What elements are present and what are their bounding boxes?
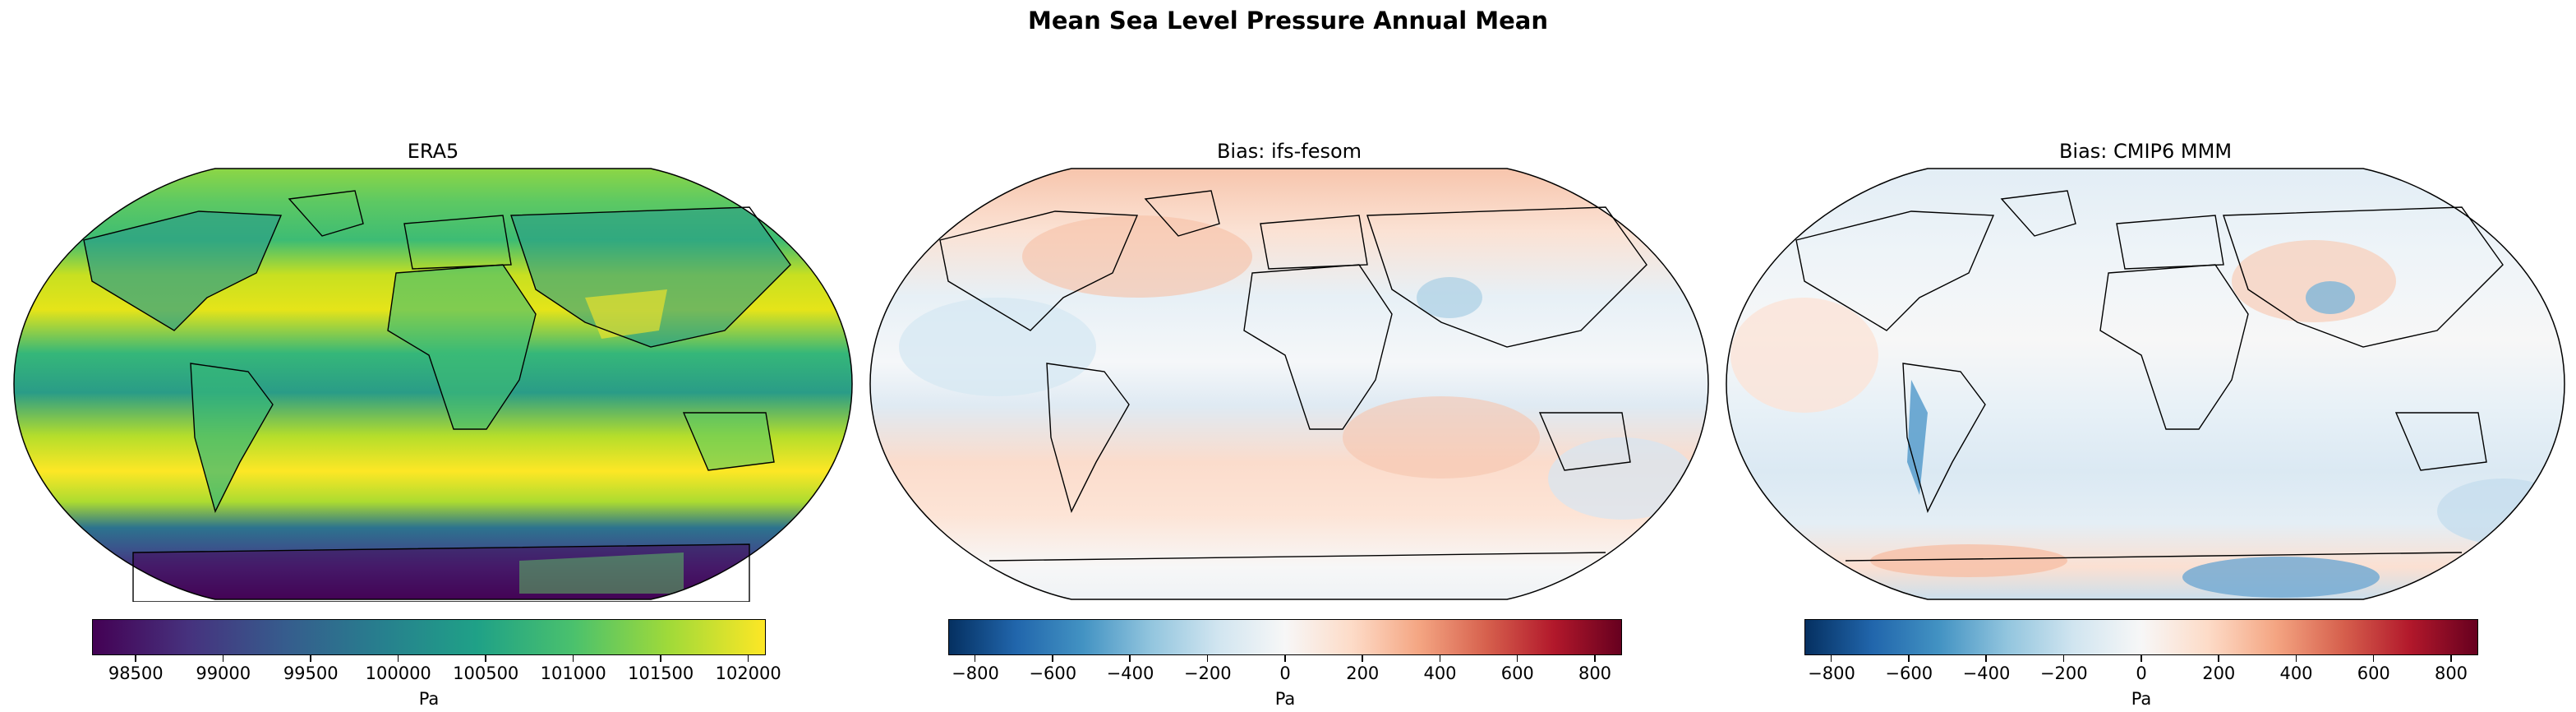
colorbar-tick-label: 101500	[628, 663, 694, 683]
colorbar-tick-label: 100500	[453, 663, 519, 683]
colorbar-tick-label: 600	[2357, 663, 2390, 683]
colorbar	[948, 619, 1622, 655]
panel-bias-ifs-fesom: Bias: ifs-fesom	[866, 140, 1712, 709]
colorbar-tick-label: −800	[952, 663, 999, 683]
colorbar-tick-label: −600	[1885, 663, 1933, 683]
map-boundary	[869, 168, 1709, 600]
colorbar-tick-label: 200	[1346, 663, 1380, 683]
world-map	[869, 168, 1709, 600]
colorbar-tick-label: −200	[1183, 663, 1232, 683]
colorbar-tick-label: 400	[1423, 663, 1457, 683]
colorbar-tick-label: 200	[2202, 663, 2236, 683]
colorbar	[1804, 619, 2478, 655]
panel-title: ERA5	[407, 140, 459, 163]
colorbar-ticks: −800 −600 −400 −200 0 200 400 600 800	[1804, 655, 2478, 688]
colorbar-tick-label: 800	[1578, 663, 1612, 683]
colorbar-tick-label: −400	[1106, 663, 1154, 683]
panel-bias-cmip6-mmm: Bias: CMIP6 MMM	[1722, 140, 2569, 709]
colorbar-tick-label: −600	[1029, 663, 1077, 683]
colorbar-tick-label: 0	[2136, 663, 2147, 683]
colorbar-tick-label: 0	[1279, 663, 1291, 683]
panel-title: Bias: CMIP6 MMM	[2058, 140, 2233, 163]
colorbar-tick-label: 98500	[108, 663, 164, 683]
colorbar-ticks: −800 −600 −400 −200 0 200 400 600 800	[948, 655, 1622, 688]
panel-title: Bias: ifs-fesom	[1216, 140, 1362, 163]
colorbar-tick-label: 400	[2279, 663, 2313, 683]
colorbar-tick-label: −200	[2039, 663, 2088, 683]
colorbar-tick-label: 99000	[196, 663, 251, 683]
colorbar	[92, 619, 766, 655]
map-boundary	[13, 168, 853, 600]
colorbar-label: Pa	[2131, 689, 2152, 709]
colorbar-tick-label: 102000	[715, 663, 781, 683]
colorbar-label: Pa	[1274, 689, 1296, 709]
colorbar-tick-label: 100000	[365, 663, 431, 683]
map-boundary	[1726, 168, 2565, 600]
colorbar-tick-label: 101000	[540, 663, 606, 683]
world-map	[1726, 168, 2565, 600]
colorbar-tick-label: −800	[1808, 663, 1855, 683]
world-map	[13, 168, 853, 602]
figure-title: Mean Sea Level Pressure Annual Mean	[1027, 7, 1548, 35]
colorbar-label: Pa	[418, 689, 440, 709]
coastlines	[83, 190, 791, 602]
colorbar-tick-label: 800	[2434, 663, 2468, 683]
colorbar-tick-label: 600	[1500, 663, 1534, 683]
panel-era5: ERA5	[10, 140, 856, 709]
colorbar-tick-label: 99500	[283, 663, 339, 683]
colorbar-tick-label: −400	[1962, 663, 2011, 683]
colorbar-ticks: 98500 99000 99500 100000 100500 101000 101500 1…	[92, 655, 781, 688]
